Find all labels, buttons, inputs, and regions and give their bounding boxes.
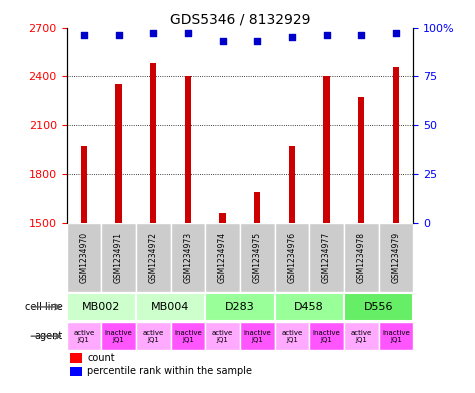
- Text: inactive
JQ1: inactive JQ1: [243, 330, 271, 343]
- Text: GSM1234970: GSM1234970: [79, 232, 88, 283]
- Text: D556: D556: [364, 302, 393, 312]
- Bar: [358, 97, 364, 222]
- Text: active
JQ1: active JQ1: [281, 330, 303, 343]
- FancyBboxPatch shape: [66, 222, 101, 292]
- Text: inactive
JQ1: inactive JQ1: [174, 330, 202, 343]
- Text: GSM1234975: GSM1234975: [253, 232, 262, 283]
- Point: [254, 38, 261, 44]
- Bar: [254, 192, 260, 222]
- Point: [392, 30, 400, 37]
- Text: percentile rank within the sample: percentile rank within the sample: [87, 366, 252, 376]
- Text: GSM1234973: GSM1234973: [183, 232, 192, 283]
- Text: GSM1234976: GSM1234976: [287, 232, 296, 283]
- Point: [323, 32, 331, 39]
- Bar: [393, 66, 399, 222]
- Bar: [219, 213, 226, 222]
- Text: inactive
JQ1: inactive JQ1: [382, 330, 410, 343]
- FancyBboxPatch shape: [66, 293, 136, 321]
- FancyBboxPatch shape: [101, 322, 136, 350]
- Bar: [323, 76, 330, 222]
- Point: [115, 32, 123, 39]
- FancyBboxPatch shape: [171, 322, 205, 350]
- FancyBboxPatch shape: [205, 293, 275, 321]
- FancyBboxPatch shape: [344, 293, 413, 321]
- Text: GSM1234974: GSM1234974: [218, 232, 227, 283]
- FancyBboxPatch shape: [101, 222, 136, 292]
- Text: inactive
JQ1: inactive JQ1: [104, 330, 133, 343]
- FancyBboxPatch shape: [275, 322, 309, 350]
- Point: [149, 30, 157, 37]
- Text: active
JQ1: active JQ1: [73, 330, 95, 343]
- FancyBboxPatch shape: [344, 322, 379, 350]
- FancyBboxPatch shape: [240, 222, 275, 292]
- Text: D283: D283: [225, 302, 255, 312]
- Bar: [185, 76, 191, 222]
- FancyBboxPatch shape: [240, 322, 275, 350]
- Bar: [70, 367, 82, 376]
- FancyBboxPatch shape: [275, 293, 344, 321]
- Text: MB004: MB004: [152, 302, 190, 312]
- Bar: [150, 63, 156, 222]
- Text: MB002: MB002: [82, 302, 120, 312]
- FancyBboxPatch shape: [136, 222, 171, 292]
- FancyBboxPatch shape: [379, 222, 413, 292]
- FancyBboxPatch shape: [136, 322, 171, 350]
- Text: GSM1234971: GSM1234971: [114, 232, 123, 283]
- FancyBboxPatch shape: [205, 322, 240, 350]
- FancyBboxPatch shape: [344, 222, 379, 292]
- FancyBboxPatch shape: [136, 293, 205, 321]
- Point: [80, 32, 88, 39]
- Point: [184, 30, 192, 37]
- Text: active
JQ1: active JQ1: [142, 330, 164, 343]
- FancyBboxPatch shape: [309, 222, 344, 292]
- FancyBboxPatch shape: [171, 222, 205, 292]
- FancyBboxPatch shape: [379, 322, 413, 350]
- Bar: [115, 84, 122, 222]
- Text: count: count: [87, 353, 115, 363]
- Text: agent: agent: [35, 331, 63, 341]
- Point: [358, 32, 365, 39]
- Text: cell line: cell line: [25, 302, 63, 312]
- FancyBboxPatch shape: [66, 322, 101, 350]
- Point: [288, 34, 295, 40]
- FancyBboxPatch shape: [275, 222, 309, 292]
- Text: GSM1234977: GSM1234977: [322, 232, 331, 283]
- Bar: [289, 146, 295, 222]
- Bar: [81, 146, 87, 222]
- Text: GSM1234979: GSM1234979: [391, 232, 400, 283]
- Text: GSM1234972: GSM1234972: [149, 232, 158, 283]
- FancyBboxPatch shape: [205, 222, 240, 292]
- Point: [218, 38, 227, 44]
- FancyBboxPatch shape: [309, 322, 344, 350]
- Text: GSM1234978: GSM1234978: [357, 232, 366, 283]
- Text: inactive
JQ1: inactive JQ1: [313, 330, 341, 343]
- Text: active
JQ1: active JQ1: [212, 330, 233, 343]
- Bar: [70, 353, 82, 363]
- Text: D458: D458: [294, 302, 324, 312]
- Text: active
JQ1: active JQ1: [351, 330, 372, 343]
- Title: GDS5346 / 8132929: GDS5346 / 8132929: [170, 12, 310, 26]
